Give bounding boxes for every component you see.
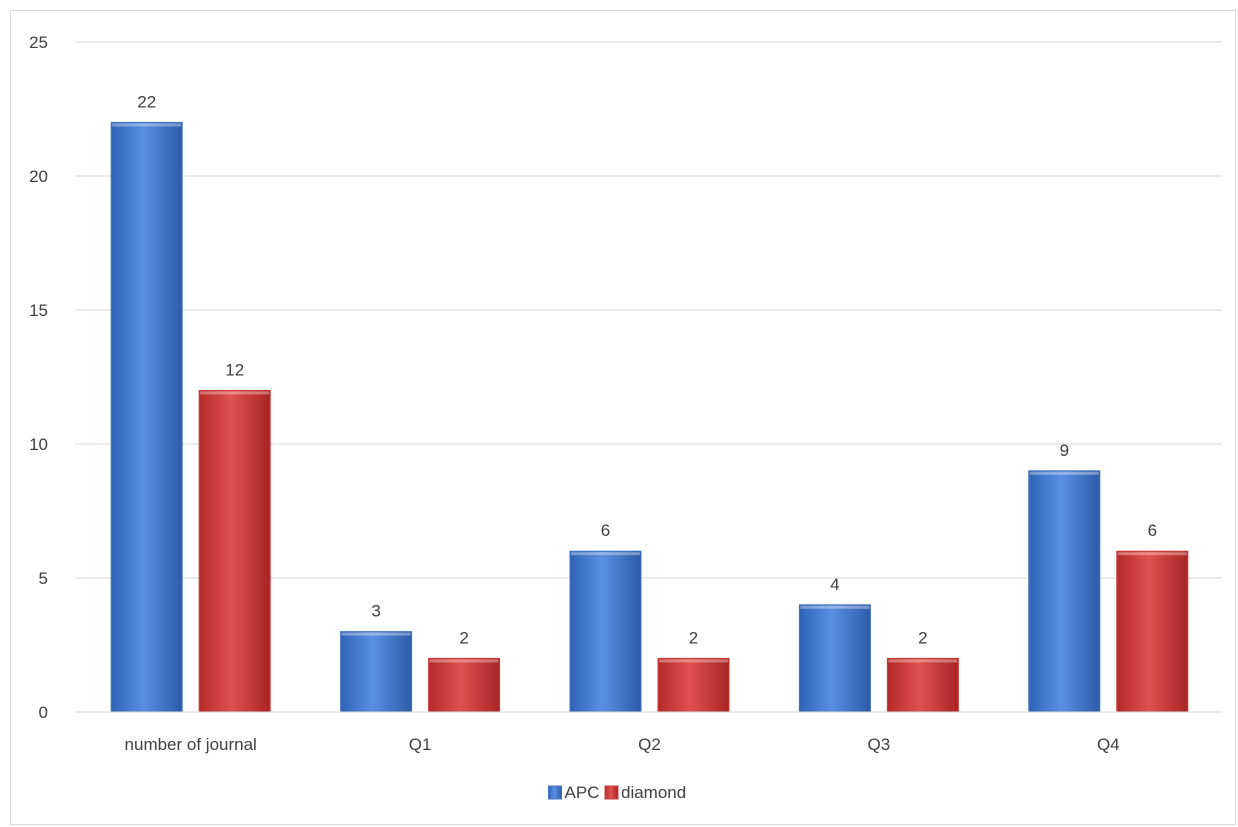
bar-highlight [112,123,182,127]
data-label: 9 [1060,441,1069,460]
bar-apc [1028,470,1101,713]
bar-diamond [886,657,959,713]
bar-highlight [1117,552,1187,556]
x-tick-label: number of journal [125,735,257,754]
bar-diamond [657,657,730,713]
x-tick-label: Q4 [1097,735,1120,754]
legend: APC diamond [548,783,686,802]
legend-swatch [548,785,562,800]
bars [110,121,1189,713]
y-tick-label: 0 [39,703,48,722]
data-label: 2 [918,628,927,647]
data-label: 6 [1148,521,1157,540]
y-tick-label: 20 [29,167,48,186]
legend-label: diamond [621,783,686,802]
y-tick-label: 25 [29,33,48,52]
data-label: 2 [689,628,698,647]
bar-highlight [341,632,411,636]
bar-highlight [571,552,640,556]
data-label: 6 [601,521,610,540]
bar-apc [340,631,413,713]
y-tick-label: 10 [29,435,48,454]
data-label: 22 [137,92,156,111]
y-tick-label: 5 [39,569,48,588]
x-tick-label: Q1 [409,735,432,754]
bar-diamond [428,657,501,713]
bar-diamond [1116,550,1189,713]
x-axis: number of journal Q1 Q2 Q3 Q4 [75,711,1222,754]
bar-highlight [429,659,499,663]
data-label: 4 [830,575,839,594]
bar-highlight [200,391,270,395]
data-label: 3 [371,602,380,621]
bar-highlight [888,659,958,663]
data-labels: 22 12 3 2 6 2 4 2 9 6 [137,92,1157,647]
bar-apc [569,550,642,713]
x-tick-label: Q3 [868,735,891,754]
legend-label: APC [565,783,600,802]
y-tick-label: 15 [29,301,48,320]
bar-highlight [1029,471,1099,475]
data-label: 2 [459,628,468,647]
bar-diamond [198,389,271,713]
bar-apc [798,604,871,713]
bar-highlight [800,605,870,609]
bar-apc [110,121,183,713]
x-tick-label: Q2 [638,735,661,754]
data-label: 12 [225,360,244,379]
y-axis: 0 5 10 15 20 25 [29,33,48,722]
legend-swatch [604,785,619,800]
bar-highlight [659,659,728,663]
